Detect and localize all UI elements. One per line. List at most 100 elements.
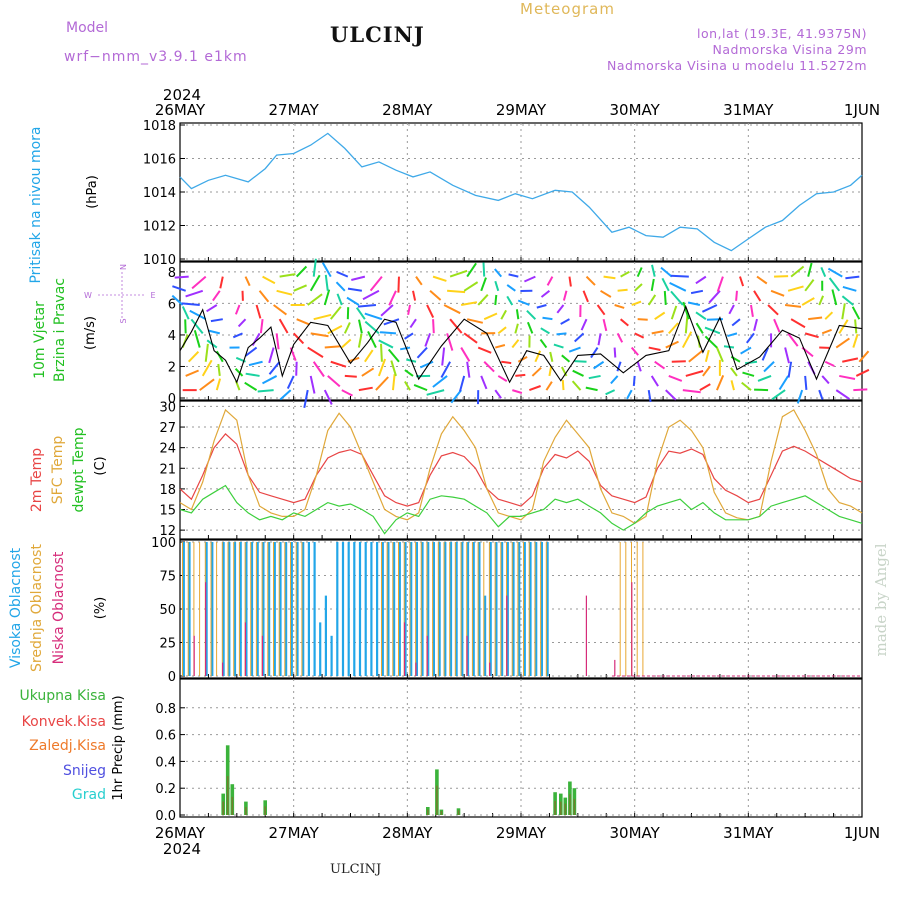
wind-barb: [650, 375, 659, 387]
wind-barb: [824, 311, 834, 320]
wind-barb: [561, 366, 568, 377]
wind-barb: [181, 302, 200, 306]
wind-barb: [413, 383, 428, 392]
wind-barb: [480, 277, 487, 292]
wind-barb: [460, 301, 478, 306]
wind-barb: [500, 309, 507, 320]
day-label-top: 26MAY: [155, 101, 206, 119]
wind-barb: [426, 389, 445, 396]
day-label-top: 30MAY: [610, 101, 661, 119]
elevation-label: Nadmorska Visina 29m: [712, 42, 867, 57]
wind-barb: [835, 337, 850, 349]
wind-barb: [603, 275, 616, 280]
cloud-unit: (%): [93, 597, 108, 620]
y-tick-label: 24: [159, 442, 176, 457]
wind-barb: [432, 275, 447, 282]
y-tick-label: 1016: [143, 153, 176, 168]
wind-barb: [804, 375, 808, 390]
wind-barb: [303, 389, 309, 408]
wind-barb: [206, 304, 218, 313]
wind-barb: [801, 297, 815, 306]
wind-barb: [344, 374, 357, 378]
wind-barb: [347, 287, 363, 292]
wind-barb: [647, 294, 657, 306]
conv-precip-bar: [554, 800, 556, 815]
wind-barb: [391, 374, 396, 391]
wind-barb: [854, 319, 858, 334]
wind-barb: [821, 375, 830, 385]
wind-barb: [536, 304, 547, 309]
wind-barb: [561, 380, 565, 391]
wind-barb: [626, 389, 633, 400]
wind-barb: [463, 332, 478, 344]
y-tick-label: 1010: [143, 253, 176, 268]
wind-barb: [636, 361, 642, 372]
y-tick-label: 25: [159, 637, 176, 652]
wind-barb: [787, 361, 793, 378]
wind-barb: [637, 318, 648, 321]
y-tick-label: 1018: [143, 119, 176, 134]
wind-barb: [276, 289, 293, 296]
wind-barb: [258, 290, 270, 303]
wind-barb: [731, 318, 741, 327]
wind-barb: [784, 347, 790, 364]
wind-barb: [400, 346, 411, 351]
dewpt-line: [179, 484, 863, 535]
wind-barb: [511, 339, 520, 349]
wind-barb: [753, 290, 762, 302]
wind-barb: [654, 360, 666, 370]
wind-barb: [212, 290, 221, 302]
day-label-bottom: 27MAY: [269, 824, 320, 842]
precip-panel-frame: [179, 678, 863, 818]
wind-ylabel: 10m Vjetar: [32, 301, 48, 379]
day-label-top: 1JUN: [844, 101, 880, 119]
wind-barb: [549, 351, 554, 362]
model-label: Model: [66, 20, 109, 36]
wind-barb: [244, 276, 251, 287]
pressure-unit: (hPa): [85, 175, 100, 209]
wind-barb: [215, 350, 224, 363]
wind-barb: [548, 365, 553, 377]
wind-barb: [447, 289, 466, 294]
wind-barb: [708, 290, 721, 304]
wind-barb: [313, 313, 332, 321]
wind-barb: [172, 285, 187, 292]
wind-barb: [824, 360, 835, 367]
wind-barb: [531, 366, 542, 377]
wind-barb: [756, 275, 768, 285]
wind-barb: [416, 346, 428, 359]
wind-barb: [754, 388, 769, 392]
conv-precip-bar: [440, 811, 443, 815]
y-tick-label: 2: [168, 360, 176, 375]
day-label-bottom: 29MAY: [496, 824, 547, 842]
y-tick-label: 0.6: [155, 729, 176, 744]
wind-barb: [358, 386, 373, 392]
wind-barb: [506, 284, 516, 292]
wind-barb: [820, 267, 827, 278]
wind-barb: [839, 374, 856, 380]
wind-barb: [650, 278, 655, 291]
wind-barb: [514, 323, 519, 334]
wind-barb: [204, 343, 209, 362]
wind-barb: [855, 368, 870, 377]
wind-barb: [307, 293, 323, 306]
wind-barb: [561, 354, 571, 363]
wind-barb: [651, 330, 664, 335]
wind-barb: [237, 318, 247, 328]
y-tick-label: 0: [168, 392, 176, 407]
wind-barb: [459, 375, 466, 392]
wind-barb: [364, 320, 380, 335]
wind-barb: [279, 389, 292, 401]
pressure-ylabel: Pritisak na nivou mora: [28, 126, 44, 283]
wind-barb: [412, 290, 417, 301]
wind-barb: [778, 375, 789, 391]
wind-barb: [808, 316, 823, 321]
y-tick-label: 50: [159, 603, 176, 618]
wind-barb: [526, 309, 537, 320]
wind-barb: [482, 262, 486, 277]
wind-barb: [562, 290, 568, 301]
wind-barb: [494, 280, 500, 292]
wind-barb: [750, 304, 754, 317]
wind-barb: [506, 295, 514, 306]
wind-barb: [466, 318, 484, 324]
